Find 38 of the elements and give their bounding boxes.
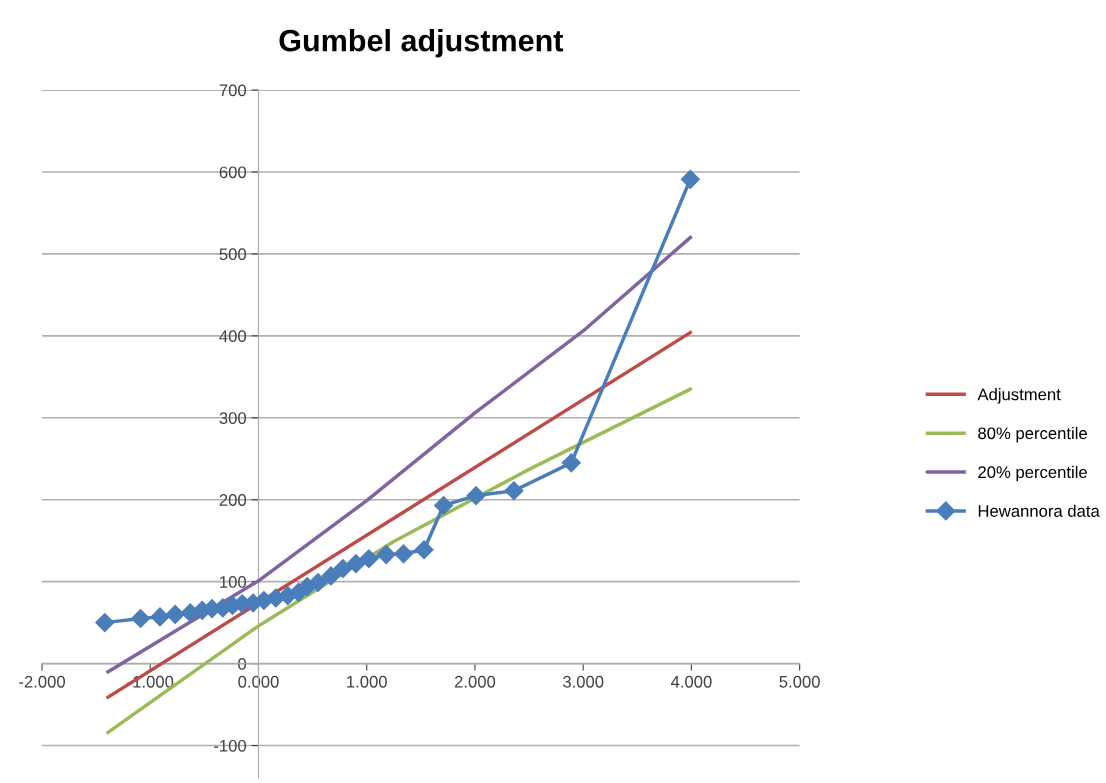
point	[504, 481, 524, 501]
chart-title: Gumbel adjustment	[279, 29, 564, 58]
y-tick-label: 600	[219, 166, 247, 179]
legend-label: Adjustment	[977, 388, 1061, 404]
point	[321, 566, 341, 586]
point	[95, 613, 115, 633]
point	[434, 495, 454, 515]
y-tick-label: 400	[219, 330, 247, 343]
point	[561, 453, 581, 473]
point	[308, 572, 328, 593]
line-series	[106, 235, 693, 674]
point	[466, 486, 486, 506]
x-tick-label: 5.000	[779, 675, 820, 688]
y-tick-label: 500	[219, 248, 247, 261]
x-tick-label: 2.000	[454, 675, 496, 688]
point	[376, 545, 396, 565]
x-tick-label: 4.000	[670, 675, 712, 688]
y-tick-label: 200	[219, 494, 247, 506]
point	[359, 549, 379, 569]
x-tick-label: -2.000	[19, 675, 66, 688]
x-tick-label: 1.000	[347, 675, 387, 688]
y-tick-label: 100	[220, 576, 247, 588]
legend-label: 80% percentile	[978, 426, 1087, 443]
y-tick-label: -100	[214, 739, 247, 752]
y-tick-label: 700	[219, 84, 247, 97]
point	[333, 559, 353, 579]
legend-label: 20% percentile	[978, 465, 1087, 482]
point	[414, 540, 434, 560]
x-tick-label: 0.000	[238, 675, 279, 688]
point	[165, 604, 185, 624]
point	[150, 607, 170, 627]
point	[393, 544, 414, 564]
point	[130, 608, 151, 629]
point	[680, 169, 700, 189]
point	[346, 554, 366, 574]
x-tick-label: 3.000	[562, 675, 604, 688]
legend-label: Hewannora data	[978, 504, 1100, 517]
y-tick-label: 300	[219, 412, 247, 424]
